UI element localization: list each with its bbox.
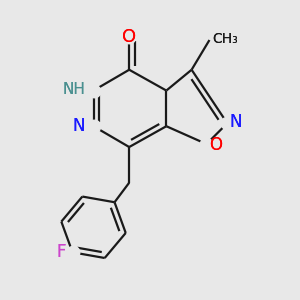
Text: N: N (229, 113, 242, 131)
Text: O: O (209, 136, 222, 154)
Text: N: N (229, 113, 242, 131)
Text: F: F (56, 243, 66, 261)
Text: O: O (122, 28, 136, 46)
Text: NH: NH (62, 82, 85, 97)
Text: CH₃: CH₃ (212, 32, 238, 46)
Text: NH: NH (62, 82, 85, 97)
Text: CH₃: CH₃ (212, 32, 238, 46)
Text: N: N (73, 117, 85, 135)
Text: N: N (73, 117, 85, 135)
Text: F: F (56, 243, 66, 261)
Text: O: O (209, 136, 222, 154)
Text: O: O (122, 28, 136, 46)
